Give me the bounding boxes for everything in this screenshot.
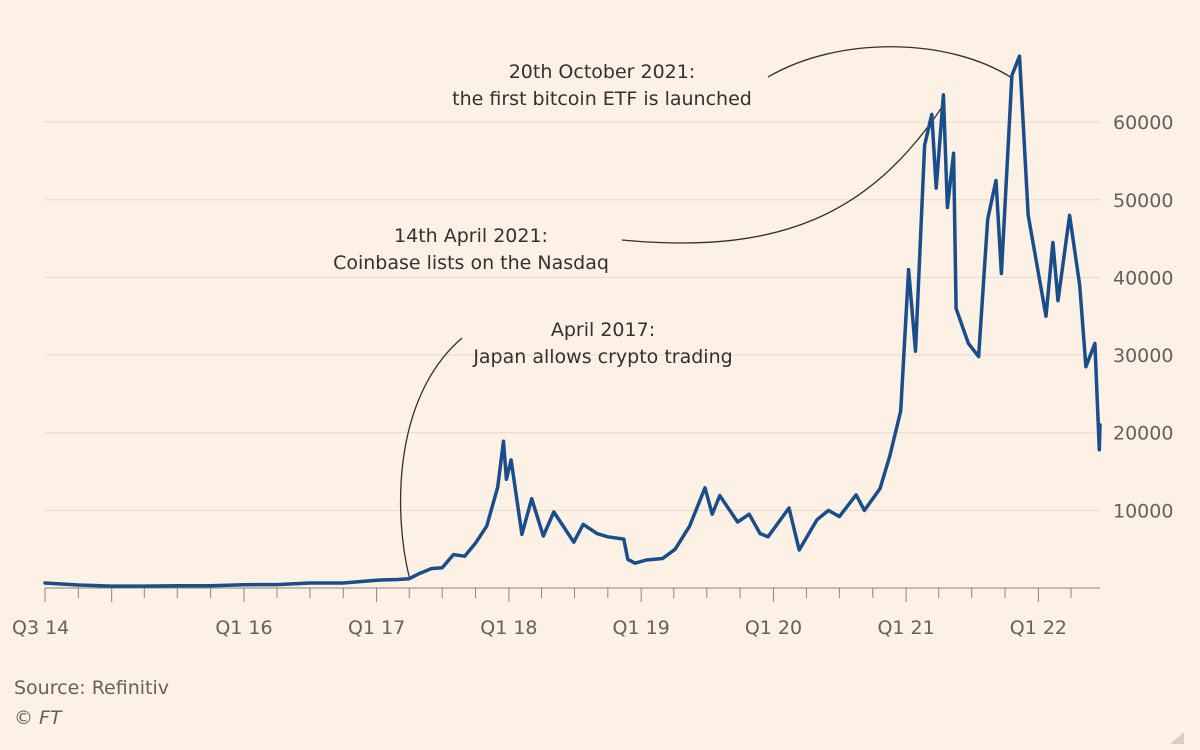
annotation-text: Coinbase lists on the Nasdaq [333,252,609,274]
series-line [43,54,1102,588]
y-tick-label: 10000 [1113,500,1173,522]
annotation: 20th October 2021: the first bitcoin ETF … [452,61,752,110]
x-tick-label: Q1 20 [745,617,802,639]
annotation-connector [399,337,463,578]
copyright-note: © FT [14,707,62,729]
x-axis [44,587,1100,602]
y-tick-label: 20000 [1113,423,1173,445]
annotation-text: the first bitcoin ETF is launched [452,88,752,110]
resize-corner-icon [1170,732,1184,744]
annotation-text: 14th April 2021: [394,225,548,247]
source-note: Source: Refinitiv [14,677,169,699]
x-tick-label: Q1 22 [1010,617,1067,639]
x-tick-label: Q3 14 [12,617,69,639]
gridlines [45,121,1100,511]
x-tick-label: Q1 18 [480,617,537,639]
x-tick-label: Q1 19 [613,617,670,639]
x-tick-label: Q1 21 [877,617,934,639]
series-layer [43,54,1102,588]
annotation-text: 20th October 2021: [509,61,696,83]
annotation-connectors [399,46,1013,578]
y-tick-label: 30000 [1113,345,1173,367]
y-axis: 10000 20000 30000 40000 50000 60000 [1113,112,1173,522]
y-tick-label: 50000 [1113,190,1173,212]
x-tick-label: Q1 17 [348,617,405,639]
annotation-connector [621,104,944,244]
annotation: April 2017: Japan allows crypto trading [472,319,732,368]
y-tick-label: 40000 [1113,267,1173,289]
annotation-text: April 2017: [551,319,655,341]
y-tick-label: 60000 [1113,112,1173,134]
annotation-text: Japan allows crypto trading [472,346,732,368]
x-tick-labels: Q3 14 Q1 16 Q1 17 Q1 18 Q1 19 Q1 20 Q1 21 Q1 22 [12,617,1067,639]
annotation-connector [767,46,1013,79]
x-tick-label: Q1 16 [215,617,272,639]
annotations: 20th October 2021: the first bitcoin ETF … [333,61,752,368]
annotation: 14th April 2021: Coinbase lists on the Na… [333,225,609,274]
